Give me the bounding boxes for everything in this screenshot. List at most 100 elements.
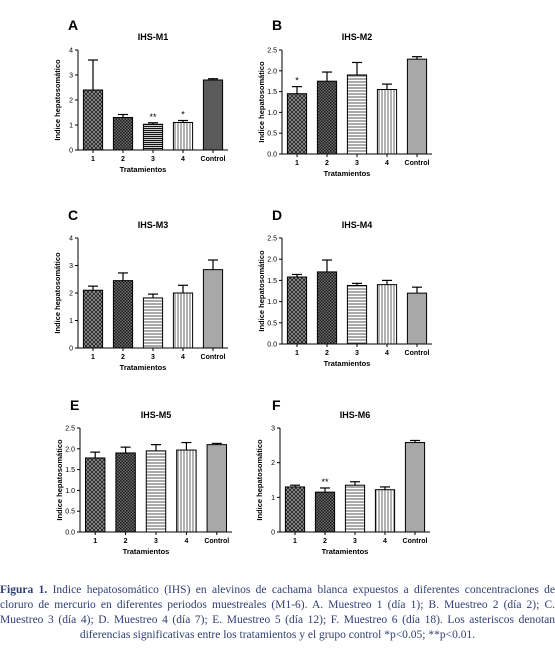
bar-4 [172,122,194,151]
y-tick-label: 0.0 [267,342,277,349]
x-axis-label: Tratamientos [324,359,371,368]
chart-title: IHS-M5 [141,410,172,420]
x-tick-label: 1 [295,350,299,357]
panel-c: C IHS-M3 0 1 2 3 4 Indice hepatosomático 1 2 3 4 Con… [53,207,228,372]
panel-letter: A [68,17,78,33]
x-tick-label: 1 [91,156,95,163]
bar-control [202,79,224,151]
bar-2 [316,80,338,155]
x-tick-label: Control [403,538,428,545]
y-tick-label: 0 [69,346,73,353]
y-tick-label: 4 [69,236,73,243]
chart-title: IHS-M3 [138,220,169,230]
x-axis-label: Tratamientos [324,169,371,178]
bar-1 [286,276,308,345]
chart-title: IHS-M6 [340,410,371,420]
y-tick-label: 2 [69,98,73,105]
y-tick-label: 2.0 [267,68,277,75]
y-axis-label: Indice hepatosomático [257,250,266,332]
bar-4 [376,89,398,155]
x-tick-label: 4 [184,538,188,545]
y-tick-label: 1 [271,495,275,502]
bar-4 [176,449,197,533]
bar-1 [82,89,104,151]
y-tick-label: 1.5 [65,467,75,474]
bar-3 [346,284,368,345]
bar-1 [284,486,306,533]
significance-mark: * [181,110,185,120]
y-tick-label: 2.0 [65,446,75,453]
x-tick-label: 4 [383,538,387,545]
y-tick-label: 2.5 [267,48,277,55]
figure-panels: A IHS-M1 0 1 2 3 4 Indice hepatosomático 1 2 ** 3 * 4… [53,17,432,556]
bar-control [202,269,224,349]
chart-title: IHS-M4 [342,220,373,230]
y-tick-label: 3 [69,263,73,270]
bar-control [406,58,428,155]
y-axis-label: Indice hepatosomático [55,439,64,521]
x-tick-label: 2 [325,160,329,167]
figure-caption: Figura 1. Indice hepatosomático (IHS) en… [0,583,555,643]
y-tick-label: 2.5 [267,236,277,243]
x-tick-label: 3 [355,350,359,357]
bar-4 [374,489,396,533]
y-tick-label: 0.5 [65,509,75,516]
bar-2 [115,452,136,533]
y-tick-label: 1.0 [65,488,75,495]
x-axis-label: Tratamientos [123,547,170,556]
y-tick-label: 1.0 [267,299,277,306]
x-tick-label: 2 [325,350,329,357]
x-tick-label: 4 [385,350,389,357]
y-tick-label: 1.5 [267,89,277,96]
y-tick-label: 0.0 [267,152,277,159]
y-tick-label: 3 [271,426,275,433]
x-tick-label: 4 [181,354,185,361]
significance-mark: * [295,76,299,86]
x-tick-label: 3 [151,354,155,361]
x-tick-label: 1 [91,354,95,361]
x-tick-label: 2 [124,538,128,545]
bar-3 [145,450,167,533]
x-tick-label: Control [405,350,430,357]
caption-text: Indice hepatosomático (IHS) en alevinos … [0,584,555,641]
panel-a: A IHS-M1 0 1 2 3 4 Indice hepatosomático 1 2 ** 3 * 4… [53,17,228,174]
bar-control [406,292,428,345]
bar-1 [82,289,104,349]
y-tick-label: 1 [69,318,73,325]
x-tick-label: 4 [181,156,185,163]
bar-2 [314,491,336,533]
y-tick-label: 2 [271,460,275,467]
y-axis-label: Indice hepatosomático [257,61,266,143]
panel-letter: B [272,17,282,33]
panel-f: F IHS-M6 0 1 2 3 Indice hepatosomático 1 ** 2 3 4 Co… [255,397,430,556]
bar-3 [346,74,368,155]
caption-lead: Figura 1. [0,584,48,596]
panel-letter: F [272,397,281,413]
x-tick-label: Control [204,538,229,545]
bar-3 [344,484,366,533]
x-tick-label: Control [201,354,226,361]
y-tick-label: 1.5 [267,278,277,285]
panel-letter: C [68,207,78,223]
bar-2 [112,117,134,151]
x-tick-label: 1 [93,538,97,545]
x-tick-label: Control [201,156,226,163]
x-tick-label: 1 [295,160,299,167]
bar-1 [286,93,308,155]
y-axis-label: Indice hepatosomático [255,439,264,521]
panel-letter: D [272,207,282,223]
y-tick-label: 2.5 [65,426,75,433]
bar-control [206,444,228,533]
bar-control [404,442,426,533]
x-tick-label: 2 [121,354,125,361]
x-axis-label: Tratamientos [120,363,167,372]
x-tick-label: 3 [353,538,357,545]
bar-3 [142,297,164,349]
y-tick-label: 0 [271,530,275,537]
significance-mark: ** [321,477,329,487]
y-tick-label: 0.5 [267,320,277,327]
chart-title: IHS-M1 [138,32,169,42]
